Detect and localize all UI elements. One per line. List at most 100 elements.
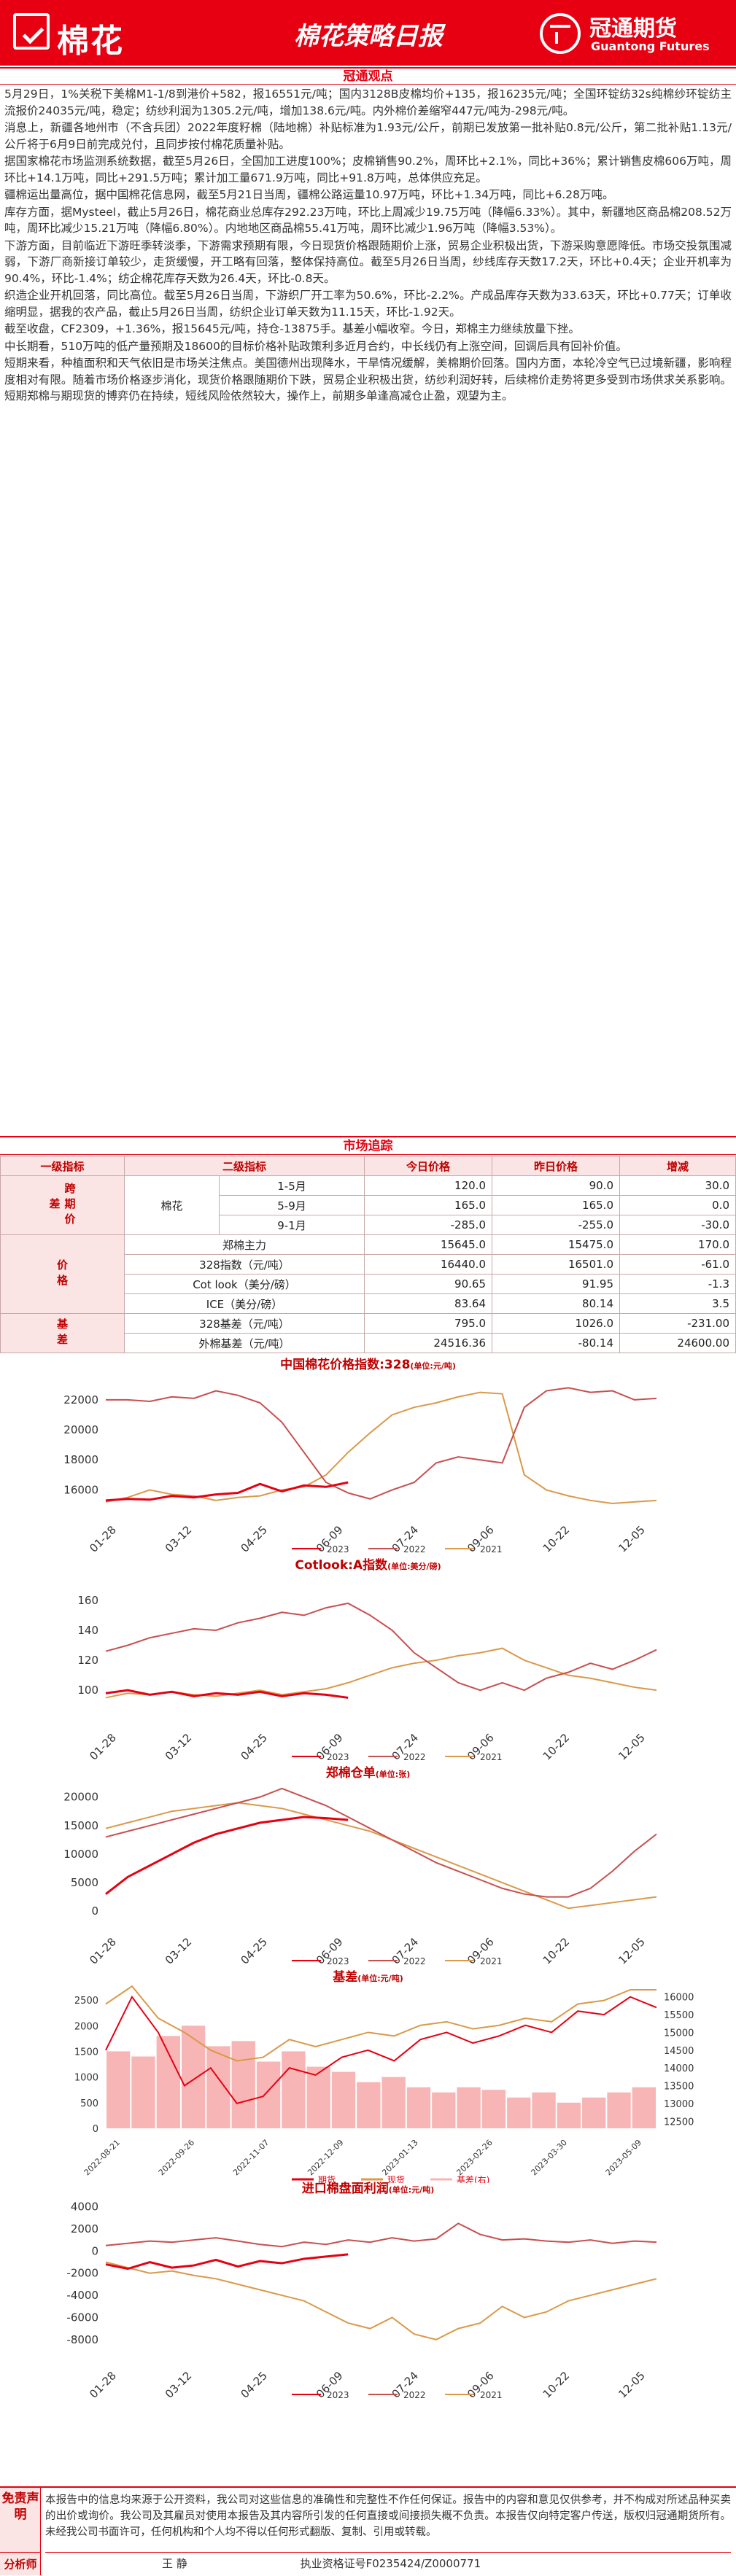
view-paragraph: 中长期看，510万吨的低产量预期及18600的目标价格补贴政策利多近月合约，中长… [4,339,627,353]
row-today: 16440.0 [364,1254,492,1275]
report-header: 棉花 棉花策略日报 冠通期货 Guantong Futures [0,0,736,66]
basis-bar [231,2041,255,2128]
row-change: 0.0 [619,1195,736,1215]
chart-svg: -8000 -6000 -4000 -2000 0 2000 4000 01-28 03-12 0… [66,2201,657,2401]
y-tick-label: 160 [77,1594,98,1607]
legend-label: 2023 [327,1752,349,1762]
y-tick-label: 1000 [74,2073,98,2084]
chart-title: 中国棉花价格指数:328(单位:元/吨) [0,1354,736,1372]
chart-4: 进口棉盘面利润(单位:元/吨) -8000 -6000 -4000 -2000 0 2000… [0,2176,736,2417]
row-today: 83.64 [364,1293,492,1314]
analyst-license: 执业资格证号F0235424/Z0000771 [300,2557,481,2570]
row-today: 24516.36 [364,1333,492,1353]
view-text: 5月29日，1%关税下美棉M1-1/8到港价+582，报16551元/吨；国内3… [4,86,732,1136]
x-tick-label: 2022-09-26 [157,2138,196,2177]
row-change: -231.00 [619,1313,736,1334]
chart-title-text: 进口棉盘面利润 [301,2182,389,2196]
row-name: Cot look（美分/磅） [124,1274,365,1294]
company-logo-icon [540,13,581,54]
row-name: ICE（美分/磅） [124,1293,365,1314]
basis-bar [357,2082,381,2128]
chart-0: 中国棉花价格指数:328(单位:元/吨) 16000 18000 20000 22000… [0,1353,736,1571]
chart-unit: (单位:美分/磅) [387,1562,441,1571]
x-tick-label: 01-28 [87,1935,119,1967]
y-tick-label-right: 12500 [664,2117,694,2128]
x-tick-label: 03-12 [163,2369,195,2401]
row-name: 5-9月 [219,1195,365,1215]
y-tick-label: -4000 [66,2289,98,2302]
chart-title: 郑棉仓单(单位:张) [0,1762,736,1781]
y-tick-label: 20000 [63,1423,98,1436]
y-tick-label: 0 [93,2124,98,2135]
chart-2: 郑棉仓单(单位:张) 0 5000 10000 15000 20000 01-28 03-12… [0,1761,736,1983]
y-tick-label: 2500 [74,1996,98,2007]
chart-svg: 0 500 1000 1500 2000 2500 12500 13000 13500 14000… [74,1985,694,2183]
chart-title-text: 中国棉花价格指数:328 [280,1358,411,1372]
x-tick-label: 04-25 [238,2369,270,2401]
series-line-2023 [105,1816,349,1895]
basis-bar [156,2036,180,2128]
legend-label: 2023 [327,1544,349,1554]
x-tick-label: 01-28 [87,2369,119,2401]
basis-bar [331,2071,356,2128]
y-tick-label: 5000 [71,1876,98,1889]
row-yesterday: 91.95 [492,1274,620,1294]
view-paragraph: 据国家棉花市场监测系统数据，截至5月26日，全国加工进度100%；皮棉销售90.… [4,155,732,184]
view-paragraph: 库存方面，据Mysteel，截止5月26日，棉花商业总库存292.23万吨，环比… [4,205,732,236]
row-yesterday: 165.0 [492,1195,620,1215]
view-paragraph: 下游方面，目前临近下游旺季转淡季，下游需求预期有限，今日现货价格跟随期价上涨，贸… [4,238,732,285]
x-tick-label: 12-05 [616,1935,648,1967]
series-line-2022 [105,1602,657,1692]
row-today: 15645.0 [364,1234,492,1255]
basis-bar [632,2087,656,2128]
th-change: 增减 [619,1156,736,1176]
analyst-name: 王 静 [162,2557,187,2570]
row-yesterday: -80.14 [492,1333,620,1353]
row-change: 30.0 [619,1175,736,1196]
series-line-2022 [105,2222,657,2248]
company-name-cn: 冠通期货 [589,16,677,42]
view-paragraph: 短期来看，种植面积和天气依旧是市场关注焦点。美国德州出现降水，干旱情况缓解，美棉… [4,357,732,402]
x-tick-label: 12-05 [616,1731,648,1763]
chart-3: 基差(单位:元/吨) 0 500 1000 1500 2000 2500 12500 13000… [0,1965,736,2195]
legend-label: 现货 [387,2174,405,2183]
row-name: 郑棉主力 [124,1234,365,1255]
y-tick-label: 18000 [63,1453,98,1466]
y-tick-label: -6000 [66,2311,98,2324]
view-paragraph: 5月29日，1%关税下美棉M1-1/8到港价+582，报16551元/吨；国内3… [4,87,732,117]
basis-bar [106,2051,131,2128]
x-tick-label: 2022-08-21 [82,2138,122,2177]
row-yesterday: 15475.0 [492,1234,620,1255]
basis-bar [282,2051,306,2128]
y-tick-label: 500 [80,2098,98,2109]
x-tick-label: 12-05 [616,2369,648,2401]
legend-label: 2021 [480,1752,503,1762]
x-tick-label: 2023-03-30 [530,2138,569,2177]
basis-bar [181,2026,206,2128]
row-today: 90.65 [364,1274,492,1294]
x-tick-label: 01-28 [87,1523,119,1555]
basis-bar [131,2056,155,2128]
row-yesterday: 80.14 [492,1293,620,1314]
row-today: 120.0 [364,1175,492,1196]
basis-bar [206,2046,231,2128]
basis-bar [306,2066,330,2128]
series-line-2023 [105,1481,349,1502]
basis-bar [406,2087,431,2128]
table-row: 328指数（元/吨） 16440.0 16501.0 -61.0 [1,1254,736,1275]
th-level2: 二级指标 [124,1156,365,1176]
row-today: 165.0 [364,1195,492,1215]
x-tick-label: 2023-02-26 [454,2138,494,2177]
chart-title: 基差(单位:元/吨) [0,1966,736,1985]
x-tick-label: 03-12 [163,1935,195,1967]
y-tick-label: 140 [77,1624,98,1637]
row-today: -285.0 [364,1215,492,1235]
series-line [105,1995,657,2105]
y-tick-label: 0 [91,2244,98,2257]
legend-label: 2022 [403,2390,426,2400]
series-line-2021 [105,2261,657,2340]
y-tick-label: 4000 [71,2201,98,2214]
analyst-label: 分析师 [0,2552,41,2575]
